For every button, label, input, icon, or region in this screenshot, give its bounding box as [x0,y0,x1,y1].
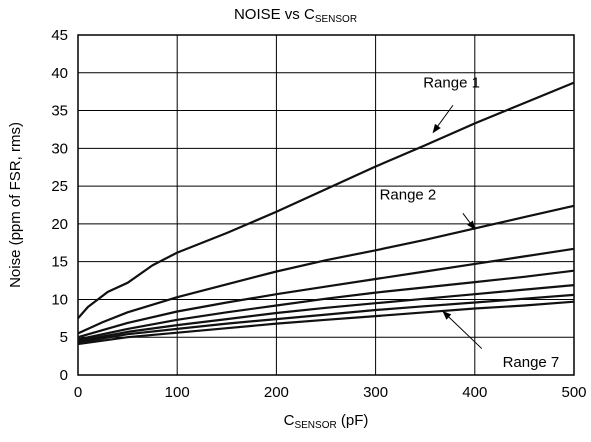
series-line-3 [77,247,575,339]
x-tick-label: 500 [561,384,586,401]
y-axis-label: Noise (ppm of FSR, rms) [7,122,24,288]
y-tick-label: 0 [60,367,68,384]
y-tick-label: 10 [51,291,68,308]
series-line-2 [77,204,575,335]
series-line-6 [77,293,575,344]
y-tick-label: 5 [60,329,68,346]
axes [77,34,575,376]
series-line-4 [77,269,575,341]
x-tick-label: 300 [363,384,388,401]
y-tick-label: 40 [51,65,68,82]
tick-labels: 0 100 200 300 400 500 0 5 10 15 20 25 30 35 40 45 [51,27,586,401]
x-tick-label: 200 [264,384,289,401]
annotations: Range 1 Range 2 Range 7 [380,75,560,372]
annotation-arrow [462,213,476,230]
y-tick-label: 20 [51,216,68,233]
x-tick-label: 100 [165,384,190,401]
annotation-label: Range 1 [423,75,480,92]
plot-frame [77,34,575,376]
y-tick-label: 25 [51,178,68,195]
annotation-arrow [442,310,483,349]
annotation-arrow [432,104,454,134]
series-line-5 [77,284,575,343]
y-tick-label: 15 [51,254,68,271]
annotation-label: Range 7 [503,354,560,371]
annotation-label: Range 2 [380,186,437,203]
x-tick-label: 400 [462,384,487,401]
x-tick-label: 0 [74,384,82,401]
chart-title: NOISE vs CSENSOR [233,6,358,25]
series-line-1 [77,81,575,320]
y-tick-label: 35 [51,103,68,120]
x-axis-label: CSENSOR (pF) [283,412,369,431]
y-tick-label: 45 [51,27,68,44]
series-lines [77,81,575,346]
y-tick-label: 30 [51,140,68,157]
series-line-7 [77,300,575,346]
